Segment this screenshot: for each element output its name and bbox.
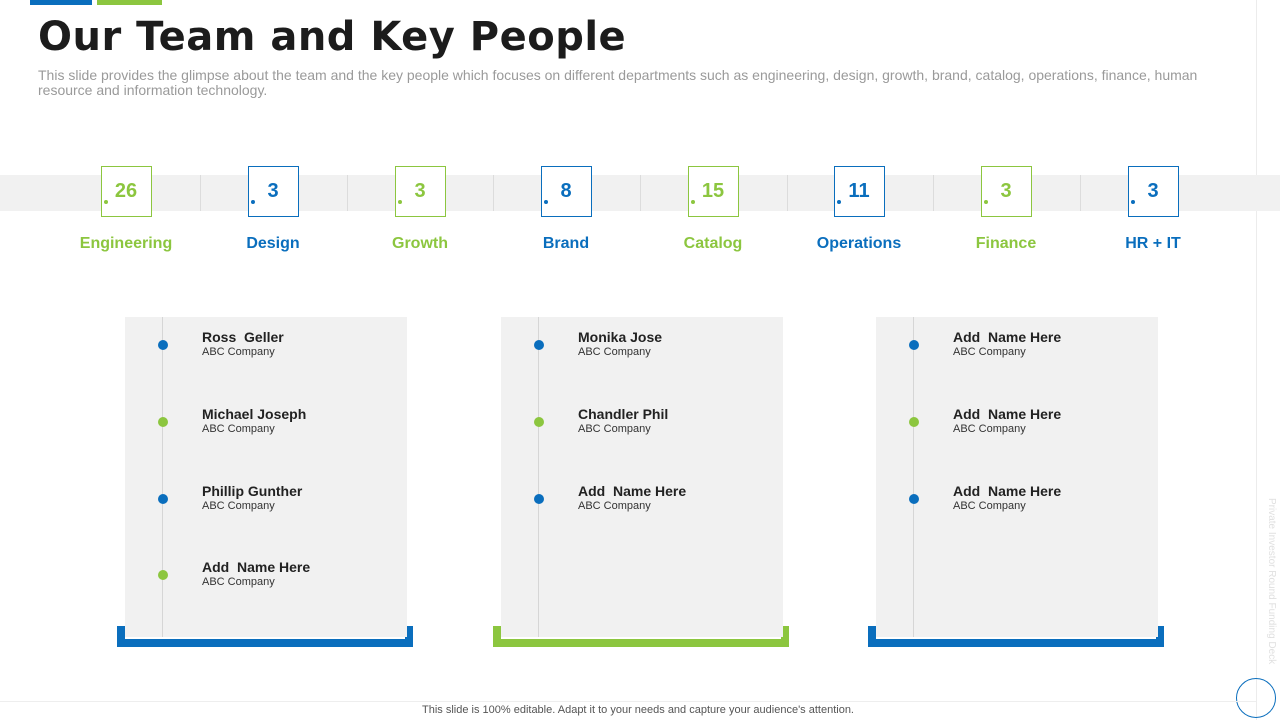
person-dot	[158, 570, 168, 580]
top-accent-blue	[30, 0, 92, 5]
department-dot	[250, 200, 255, 204]
card-timeline-line	[162, 317, 163, 637]
department-count: 26	[114, 180, 138, 202]
people-card	[876, 317, 1158, 637]
department-count-box: 3	[394, 166, 446, 217]
department-label: Brand	[542, 235, 590, 252]
footer-note: This slide is 100% editable. Adapt it to…	[422, 704, 854, 716]
department-count-box: 3	[980, 166, 1032, 217]
person-company: ABC Company	[202, 576, 275, 588]
person-name: Michael Joseph	[202, 406, 307, 422]
person-company: ABC Company	[578, 500, 651, 512]
department-count-box: 26	[100, 166, 152, 217]
department-dot	[1130, 200, 1135, 204]
department-separator	[933, 175, 934, 211]
department-count: 8	[560, 180, 572, 202]
top-accent-green	[97, 0, 162, 5]
person-company: ABC Company	[953, 500, 1026, 512]
person-company: ABC Company	[202, 423, 275, 435]
person-company: ABC Company	[578, 423, 651, 435]
person-name: Ross Geller	[202, 329, 284, 345]
department-dot	[103, 200, 108, 204]
right-divider	[1256, 0, 1257, 720]
person-name: Add Name Here	[578, 483, 687, 499]
person-company: ABC Company	[202, 346, 275, 358]
person-company: ABC Company	[202, 500, 275, 512]
person-name: Monika Jose	[578, 329, 663, 345]
department-separator	[200, 175, 201, 211]
department-item: 3 HR + IT	[1078, 166, 1228, 253]
department-count-box: 3	[247, 166, 299, 217]
department-separator	[493, 175, 494, 211]
department-dot	[543, 200, 548, 204]
department-separator	[347, 175, 348, 211]
department-item: 11 Operations	[784, 166, 934, 253]
department-label: Design	[246, 235, 300, 252]
card-timeline-line	[538, 317, 539, 637]
person-dot	[534, 340, 544, 350]
person-name: Add Name Here	[202, 559, 311, 575]
department-count-box: 8	[540, 166, 592, 217]
department-dot	[397, 200, 402, 204]
person-company: ABC Company	[953, 423, 1026, 435]
person-dot	[158, 494, 168, 504]
person-dot	[158, 340, 168, 350]
card-timeline-line	[913, 317, 914, 637]
person-name: Add Name Here	[953, 483, 1062, 499]
person-dot	[909, 417, 919, 427]
department-count: 3	[1000, 180, 1012, 202]
department-label: Operations	[816, 235, 902, 252]
department-dot	[983, 200, 988, 204]
page-subtitle: This slide provides the glimpse about th…	[38, 67, 1198, 98]
department-label: Growth	[392, 235, 448, 252]
department-label: HR + IT	[1125, 235, 1181, 252]
department-count: 3	[267, 180, 279, 202]
person-name: Add Name Here	[953, 406, 1062, 422]
department-label: Finance	[975, 235, 1037, 252]
person-company: ABC Company	[953, 346, 1026, 358]
department-item: 3 Design	[198, 166, 348, 253]
department-count: 15	[701, 180, 725, 202]
person-name: Chandler Phil	[578, 406, 669, 422]
department-count: 3	[1147, 180, 1159, 202]
department-label: Engineering	[79, 235, 173, 252]
department-item: 3 Growth	[345, 166, 495, 253]
people-card	[125, 317, 407, 637]
department-count-box: 11	[833, 166, 885, 217]
person-name: Add Name Here	[953, 329, 1062, 345]
department-dot	[836, 200, 841, 204]
department-item: 26 Engineering	[51, 166, 201, 253]
department-separator	[1080, 175, 1081, 211]
side-deck-label: Private Investor Round Funding Deck	[1266, 498, 1277, 665]
department-item: 15 Catalog	[638, 166, 788, 253]
corner-circle-decoration	[1236, 678, 1276, 718]
person-dot	[534, 417, 544, 427]
department-separator	[787, 175, 788, 211]
department-count: 3	[414, 180, 426, 202]
department-label: Catalog	[683, 235, 743, 252]
department-count-box: 3	[1127, 166, 1179, 217]
person-dot	[909, 340, 919, 350]
department-count: 11	[848, 180, 870, 202]
page-title: Our Team and Key People	[38, 14, 627, 60]
footer-divider	[0, 701, 1256, 702]
department-separator	[640, 175, 641, 211]
department-item: 8 Brand	[491, 166, 641, 253]
people-card	[501, 317, 783, 637]
department-count-box: 15	[687, 166, 739, 217]
person-company: ABC Company	[578, 346, 651, 358]
person-dot	[909, 494, 919, 504]
person-dot	[534, 494, 544, 504]
person-name: Phillip Gunther	[202, 483, 303, 499]
person-dot	[158, 417, 168, 427]
department-dot	[690, 200, 695, 204]
department-item: 3 Finance	[931, 166, 1081, 253]
